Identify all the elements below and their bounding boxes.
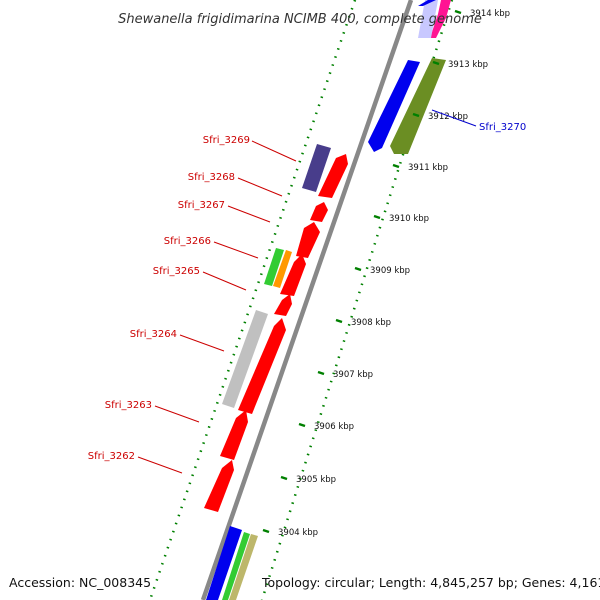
leader-line [213, 241, 259, 259]
tick-3904-kbp: 3904 kbp [262, 528, 318, 538]
tick-3914-kbp: 3914 kbp [454, 9, 510, 19]
leader-line [227, 205, 271, 223]
tick-mark [298, 422, 306, 428]
gene-feature-red-3263[interactable] [220, 410, 248, 460]
tick-label: 3913 kbp [448, 60, 488, 70]
tick-3905-kbp: 3905 kbp [280, 475, 336, 485]
gene-label-text[interactable]: Sfri_3268 [188, 172, 235, 183]
topology-label: Topology: circular; Length: 4,845,257 bp… [261, 575, 600, 590]
tick-label: 3909 kbp [370, 266, 410, 276]
tick-label: 3908 kbp [351, 318, 391, 328]
tick-mark [262, 528, 270, 534]
gene-features [204, 0, 451, 600]
gene-label-sfri_3264[interactable]: Sfri_3264 [130, 329, 225, 352]
tick-3913-kbp: 3913 kbp [432, 60, 488, 70]
tick-label: 3907 kbp [333, 370, 373, 380]
gene-feature-red-3265[interactable] [280, 254, 306, 296]
gene-feature-olive-3270[interactable] [390, 58, 446, 154]
gene-label-sfri_3269[interactable]: Sfri_3269 [203, 135, 297, 162]
gene-feature-blue-3271[interactable] [368, 60, 420, 152]
map-title: Shewanella frigidimarina NCIMB 400, comp… [118, 12, 482, 27]
gene-label-sfri_3265[interactable]: Sfri_3265 [153, 266, 247, 291]
tick-3907-kbp: 3907 kbp [317, 370, 373, 380]
leader-line [251, 140, 297, 162]
gene-feature-red-3262[interactable] [204, 460, 234, 512]
gene-feature-green-bottom[interactable] [222, 532, 250, 600]
tick-label: 3910 kbp [389, 214, 429, 224]
tick-mark [317, 370, 325, 376]
inner-dotted-track [260, 0, 454, 600]
gene-label-sfri_3267[interactable]: Sfri_3267 [178, 200, 271, 223]
gene-feature-grey-3264[interactable] [222, 310, 268, 408]
tick-mark [335, 318, 343, 324]
gene-feature-blue-bottom[interactable] [206, 526, 242, 600]
genome-backbone [200, 0, 414, 600]
accession-label: Accession: NC_008345 [9, 575, 151, 590]
tick-3910-kbp: 3910 kbp [373, 214, 429, 224]
leader-line [137, 456, 183, 474]
leader-line [202, 271, 247, 291]
gene-label-sfri_3263[interactable]: Sfri_3263 [105, 400, 200, 423]
gene-feature-red-3266[interactable] [296, 222, 320, 258]
gene-label-sfri_3266[interactable]: Sfri_3266 [164, 236, 259, 259]
gene-label-text[interactable]: Sfri_3265 [153, 266, 200, 277]
gene-feature-red-3264[interactable] [238, 318, 286, 414]
gene-label-text[interactable]: Sfri_3267 [178, 200, 225, 211]
gene-feature-red-small[interactable] [274, 294, 292, 316]
tick-label: 3911 kbp [408, 163, 448, 173]
gene-feature-red-3267[interactable] [310, 202, 328, 222]
tick-3906-kbp: 3906 kbp [298, 422, 354, 432]
outer-dotted-track [148, 0, 357, 600]
leader-line [431, 109, 477, 127]
gene-labels: Sfri_3270 Sfri_3269 Sfri_3268 Sfri_3267 Sfri… [88, 109, 526, 474]
gene-feature-blue-top[interactable] [418, 0, 436, 6]
tick-mark [280, 475, 288, 481]
gene-label-sfri_3270[interactable]: Sfri_3270 [431, 109, 526, 133]
gene-feature-pink[interactable] [430, 0, 451, 38]
tick-mark [354, 266, 362, 272]
gene-feature-green-3265[interactable] [264, 248, 284, 286]
tick-mark [432, 60, 440, 66]
tick-label: 3904 kbp [278, 528, 318, 538]
gene-label-text[interactable]: Sfri_3264 [130, 329, 177, 340]
gene-feature-red-3268[interactable] [318, 154, 348, 198]
tick-mark [392, 163, 400, 169]
tick-label: 3905 kbp [296, 475, 336, 485]
tick-label: 3912 kbp [428, 112, 468, 122]
gene-label-text[interactable]: Sfri_3262 [88, 451, 135, 462]
kbp-ticks: 3904 kbp 3905 kbp 3906 kbp 3907 kbp 3908 kbp… [262, 9, 510, 538]
gene-feature-lavender[interactable] [418, 0, 438, 38]
leader-line [154, 405, 200, 423]
gene-label-sfri_3262[interactable]: Sfri_3262 [88, 451, 183, 474]
gene-label-text[interactable]: Sfri_3266 [164, 236, 211, 247]
gene-label-text[interactable]: Sfri_3270 [479, 122, 526, 133]
tick-mark [373, 214, 381, 220]
gene-feature-orange-3265[interactable] [273, 250, 292, 288]
tick-label: 3906 kbp [314, 422, 354, 432]
tick-3911-kbp: 3911 kbp [392, 163, 448, 173]
gene-feature-khaki-bottom[interactable] [229, 534, 258, 600]
tick-label: 3914 kbp [470, 9, 510, 19]
gene-label-text[interactable]: Sfri_3263 [105, 400, 152, 411]
leader-line [179, 334, 225, 352]
tick-3912-kbp: 3912 kbp [412, 112, 468, 122]
gene-label-text[interactable]: Sfri_3269 [203, 135, 250, 146]
tick-mark [412, 112, 420, 118]
gene-feature-purple-3269[interactable] [302, 144, 331, 192]
tick-3909-kbp: 3909 kbp [354, 266, 410, 276]
tick-mark [454, 9, 462, 15]
gene-label-sfri_3268[interactable]: Sfri_3268 [188, 172, 283, 197]
tick-3908-kbp: 3908 kbp [335, 318, 391, 328]
leader-line [237, 177, 283, 197]
